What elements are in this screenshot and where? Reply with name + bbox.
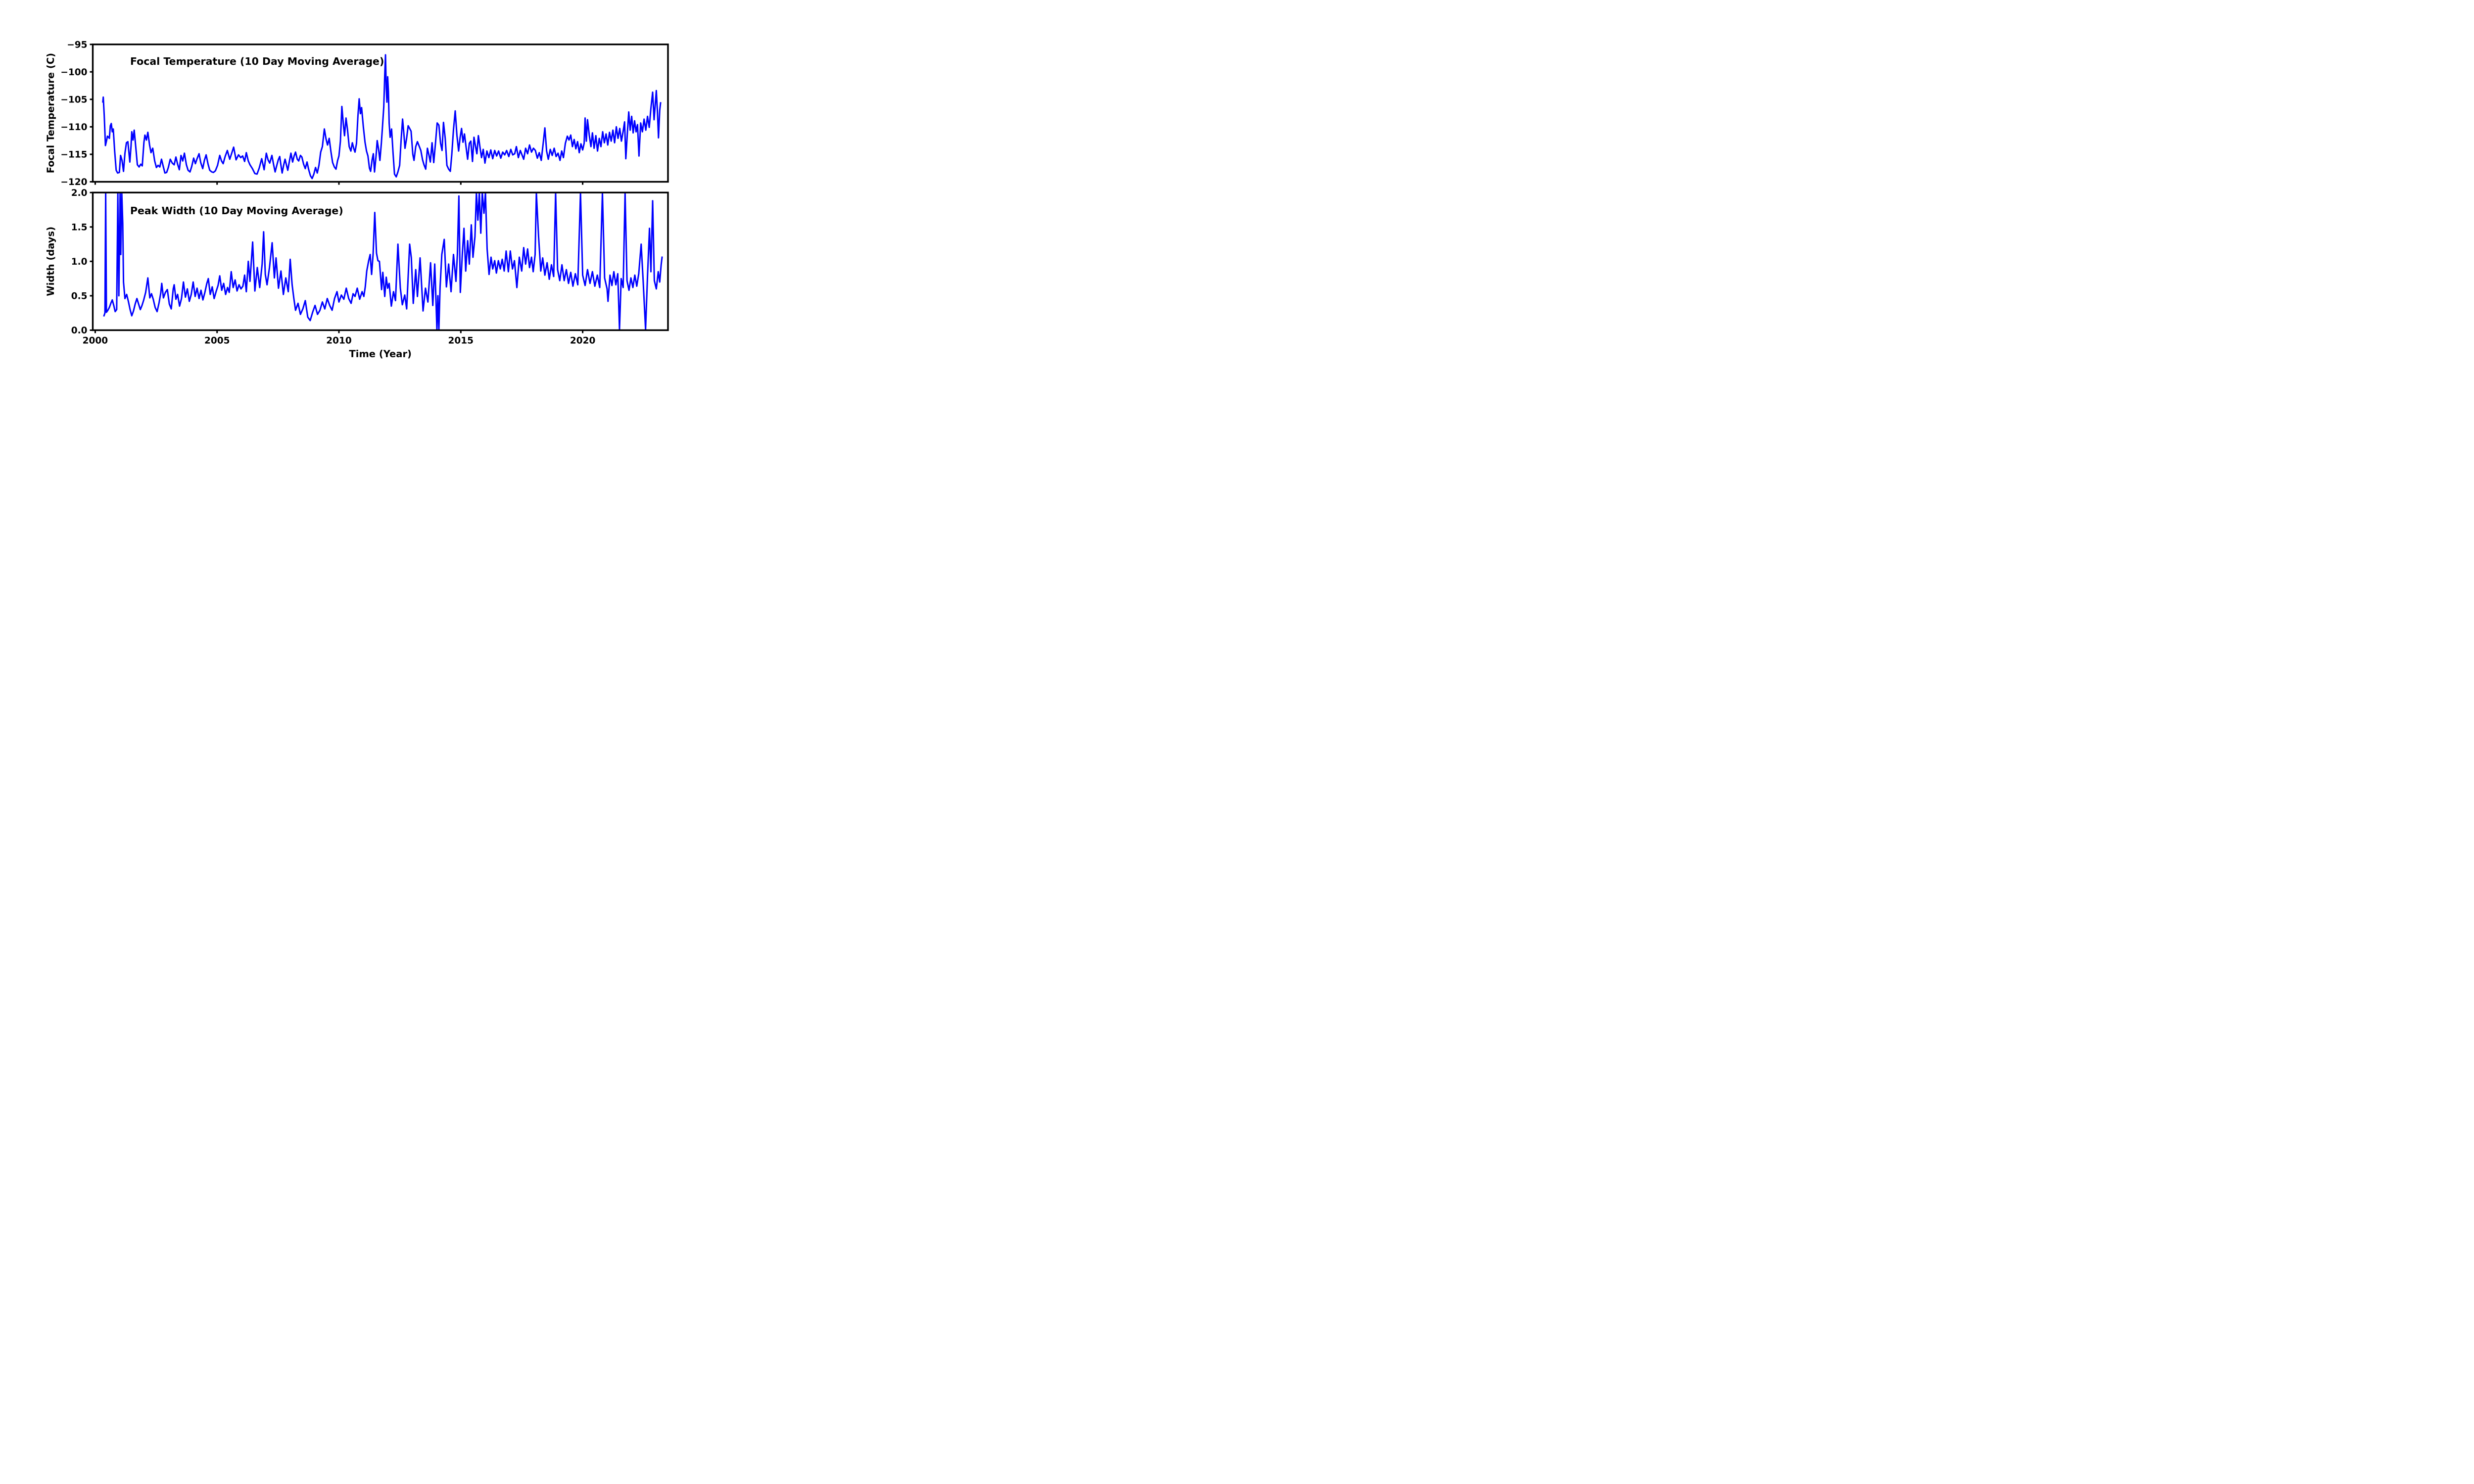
plot-area-width: 2000 2005 2010 2015 2020 2.0 1.5 1.0 0.5 0.0 xyxy=(71,188,669,346)
x-tick-label: 2005 xyxy=(204,336,230,346)
y-tick-label: −110 xyxy=(60,122,87,133)
bottom-plot-title: Peak Width (10 Day Moving Average) xyxy=(130,205,343,217)
y-tick-label: −120 xyxy=(60,177,87,187)
plot-area-temperature: −95 −100 −105 −110 −115 −120 xyxy=(60,40,669,187)
y-tick-label: −105 xyxy=(60,94,87,105)
y-tick-label: 2.0 xyxy=(71,188,88,198)
x-axis-label: Time (Year) xyxy=(349,348,412,360)
top-plot-title: Focal Temperature (10 Day Moving Average… xyxy=(130,55,384,67)
x-tick-label: 2010 xyxy=(326,336,352,346)
x-tick-label: 2000 xyxy=(83,336,108,346)
y-tick-label: 0.5 xyxy=(71,291,88,301)
peak-width-line xyxy=(103,192,663,330)
y-tick-label: −95 xyxy=(67,40,87,50)
focal-temperature-line xyxy=(102,54,662,180)
y-tick-label: 1.0 xyxy=(71,257,88,267)
plot-spines xyxy=(92,191,669,331)
x-tick-label: 2020 xyxy=(570,336,596,346)
y-tick-label: −100 xyxy=(60,67,87,78)
figure: −95 −100 −105 −110 −115 −120 2000 2005 2010 2015 2… xyxy=(0,0,742,371)
plot-spines xyxy=(92,44,669,183)
y-tick-label: 1.5 xyxy=(71,222,88,232)
x-tick-label: 2015 xyxy=(448,336,474,346)
y-tick-label: −115 xyxy=(60,149,87,160)
y-tick-label: 0.0 xyxy=(71,325,88,336)
bottom-y-axis-label: Width (days) xyxy=(45,227,56,296)
top-y-axis-label: Focal Temperature (C) xyxy=(45,53,56,173)
